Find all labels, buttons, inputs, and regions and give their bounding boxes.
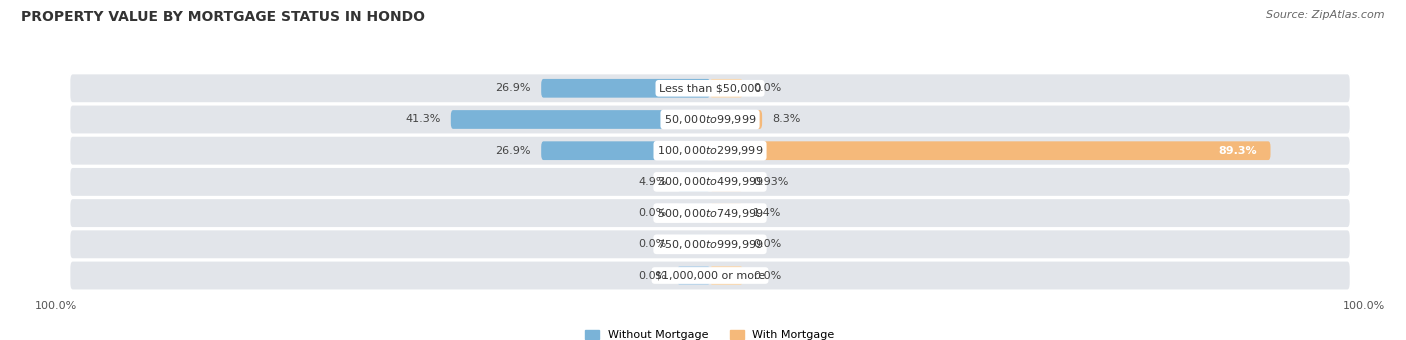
Text: $1,000,000 or more: $1,000,000 or more <box>655 271 765 280</box>
Text: 26.9%: 26.9% <box>495 146 530 156</box>
FancyBboxPatch shape <box>69 260 1351 290</box>
Text: 0.93%: 0.93% <box>754 177 789 187</box>
FancyBboxPatch shape <box>678 172 710 191</box>
Text: $500,000 to $749,999: $500,000 to $749,999 <box>657 207 763 220</box>
FancyBboxPatch shape <box>69 73 1351 103</box>
Text: 4.9%: 4.9% <box>638 177 666 187</box>
FancyBboxPatch shape <box>451 110 710 129</box>
Text: 0.0%: 0.0% <box>754 83 782 93</box>
FancyBboxPatch shape <box>69 167 1351 197</box>
Text: $50,000 to $99,999: $50,000 to $99,999 <box>664 113 756 126</box>
FancyBboxPatch shape <box>678 266 710 285</box>
FancyBboxPatch shape <box>69 198 1351 228</box>
Text: Source: ZipAtlas.com: Source: ZipAtlas.com <box>1267 10 1385 20</box>
Text: 0.0%: 0.0% <box>638 239 666 249</box>
FancyBboxPatch shape <box>69 230 1351 259</box>
Text: 0.0%: 0.0% <box>638 208 666 218</box>
FancyBboxPatch shape <box>69 104 1351 134</box>
Text: 0.0%: 0.0% <box>754 239 782 249</box>
Text: Less than $50,000: Less than $50,000 <box>659 83 761 93</box>
Text: 0.0%: 0.0% <box>638 271 666 280</box>
Text: $300,000 to $499,999: $300,000 to $499,999 <box>657 175 763 188</box>
FancyBboxPatch shape <box>710 141 1271 160</box>
FancyBboxPatch shape <box>541 141 710 160</box>
Text: 41.3%: 41.3% <box>405 115 440 124</box>
Text: 8.3%: 8.3% <box>772 115 801 124</box>
Text: 1.4%: 1.4% <box>754 208 782 218</box>
Legend: Without Mortgage, With Mortgage: Without Mortgage, With Mortgage <box>585 330 835 340</box>
Text: $750,000 to $999,999: $750,000 to $999,999 <box>657 238 763 251</box>
FancyBboxPatch shape <box>710 235 742 254</box>
FancyBboxPatch shape <box>710 204 742 222</box>
Text: $100,000 to $299,999: $100,000 to $299,999 <box>657 144 763 157</box>
Text: 0.0%: 0.0% <box>754 271 782 280</box>
Text: 26.9%: 26.9% <box>495 83 530 93</box>
FancyBboxPatch shape <box>678 204 710 222</box>
Text: 89.3%: 89.3% <box>1219 146 1257 156</box>
FancyBboxPatch shape <box>541 79 710 98</box>
FancyBboxPatch shape <box>710 172 742 191</box>
Text: PROPERTY VALUE BY MORTGAGE STATUS IN HONDO: PROPERTY VALUE BY MORTGAGE STATUS IN HON… <box>21 10 425 24</box>
FancyBboxPatch shape <box>69 136 1351 166</box>
FancyBboxPatch shape <box>710 79 742 98</box>
FancyBboxPatch shape <box>678 235 710 254</box>
FancyBboxPatch shape <box>710 266 742 285</box>
FancyBboxPatch shape <box>710 110 762 129</box>
